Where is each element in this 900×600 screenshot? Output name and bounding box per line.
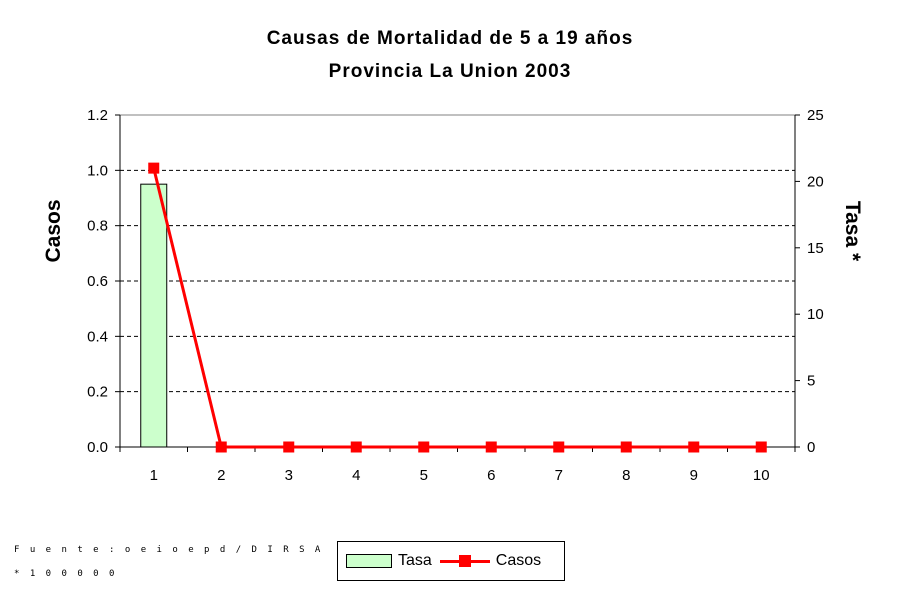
y-tick-label-left: 1.0 [87,162,108,179]
y-tick-label-left: 0.4 [87,328,108,345]
bar-tasa [140,183,168,448]
x-tick-label: 2 [217,467,225,484]
x-tick-label: 9 [690,467,698,484]
y-tick-label-right: 5 [807,373,815,390]
legend-swatch-casos [439,554,490,568]
chart-subtitle: Provincia La Union 2003 [328,61,572,82]
point-casos [283,441,295,453]
x-tick-label: 3 [285,467,293,484]
rate-note: * 1 0 0 0 0 0 [14,569,117,579]
line-casos [152,167,762,449]
legend-swatch-tasa [346,554,392,568]
point-casos [755,441,767,453]
point-casos [215,441,227,453]
y-tick-label-right: 20 [807,173,824,190]
point-casos [350,441,362,453]
chart-title: Causas de Mortalidad de 5 a 19 años [266,28,634,49]
x-tick-label: 8 [622,467,630,484]
point-casos [553,441,565,453]
y-tick-label-right: 10 [807,306,824,323]
point-casos [418,441,430,453]
x-tick-label: 10 [753,467,770,484]
x-tick-label: 4 [352,467,360,484]
x-tick-label: 5 [420,467,428,484]
point-casos [485,441,497,453]
point-casos [148,162,160,174]
source-note: F u e n t e : o e i o e p d / D I R S A [14,545,323,555]
x-tick-label: 6 [487,467,495,484]
x-tick-label: 7 [555,467,563,484]
y-tick-label-right: 25 [807,107,824,124]
y-tick-label-left: 0.8 [87,218,108,235]
y-tick-label-left: 1.2 [87,107,108,124]
y-axis-title-left: Casos [42,199,65,262]
y-tick-label-left: 0.6 [87,273,108,290]
y-axis-title-right: Tasa * [841,201,864,262]
y-tick-label-left: 0.0 [87,439,108,456]
y-tick-label-left: 0.2 [87,384,108,401]
legend: Tasa Casos [337,541,565,581]
point-casos [688,441,700,453]
legend-label-casos: Casos [495,552,542,569]
point-casos [620,441,632,453]
y-tick-label-right: 15 [807,240,824,257]
x-tick-label: 1 [150,467,158,484]
legend-label-tasa: Tasa [398,552,432,569]
y-tick-label-right: 0 [807,439,815,456]
